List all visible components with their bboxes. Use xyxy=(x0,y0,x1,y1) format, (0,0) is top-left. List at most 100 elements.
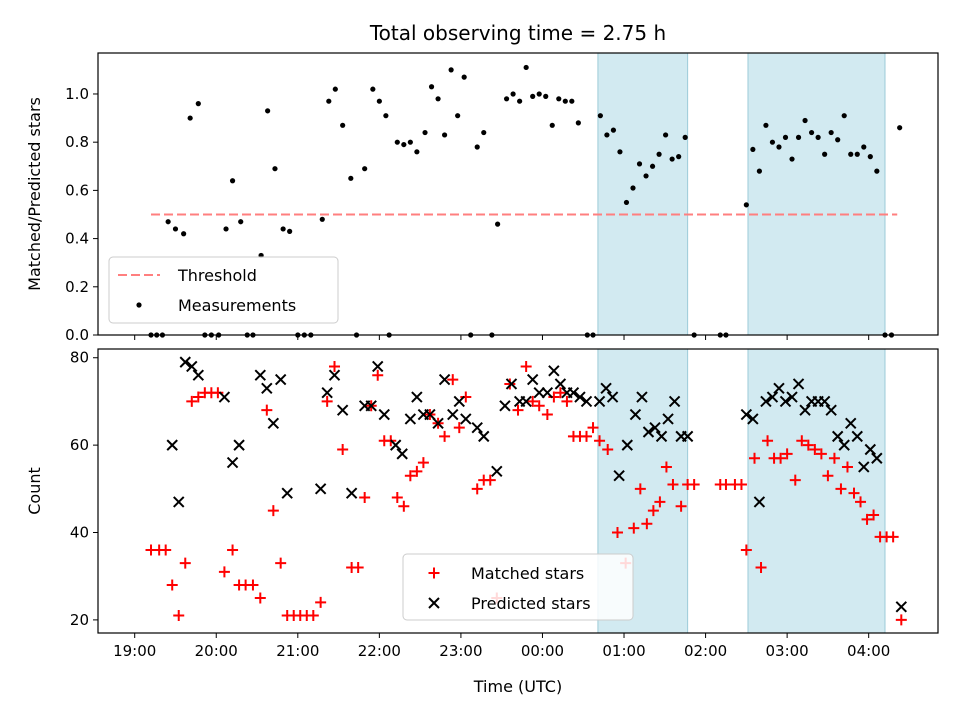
measurement-point xyxy=(623,199,630,206)
predicted-point xyxy=(567,386,580,399)
measurement-point xyxy=(362,166,368,172)
matched-point xyxy=(660,461,672,473)
measurement-point xyxy=(238,219,244,225)
measurement-point xyxy=(769,139,776,145)
predicted-point xyxy=(411,391,423,403)
count-panel: 20 40 60 80 19:00 20:00 21:00 22:00 23:00 00:00 01… xyxy=(25,348,939,660)
y-axis-label: Count xyxy=(25,467,44,515)
legend-box xyxy=(108,256,339,324)
matched-point xyxy=(828,452,840,464)
measurement-point xyxy=(265,108,271,114)
matched-point xyxy=(796,435,808,447)
predicted-point xyxy=(460,413,472,425)
shaded-interval-2 xyxy=(747,52,886,336)
x-tick-label: 01:00 xyxy=(602,642,645,660)
matched-point xyxy=(179,557,191,569)
predicted-point xyxy=(792,378,805,390)
matched-point xyxy=(533,400,545,412)
matched-point xyxy=(781,448,793,460)
measurement-point xyxy=(287,228,293,234)
measurement-point xyxy=(556,96,562,102)
x-tick-label: 19:00 xyxy=(113,642,156,660)
matched-point xyxy=(512,404,524,416)
measurement-point xyxy=(455,113,461,119)
matched-point xyxy=(675,500,687,512)
measurement-point xyxy=(643,173,649,179)
predicted-point xyxy=(432,417,444,429)
predicted-point xyxy=(574,391,586,403)
matched-point xyxy=(554,387,566,399)
y-tick-label: 0.2 xyxy=(65,278,89,296)
matched-point xyxy=(735,478,747,490)
matched-point xyxy=(835,483,847,495)
matched-point xyxy=(267,505,279,517)
legend: Threshold Measurements xyxy=(108,256,339,324)
predicted-point xyxy=(740,408,753,421)
matched-point xyxy=(527,395,539,407)
panel-frame xyxy=(97,348,939,634)
matched-point xyxy=(404,470,416,482)
legend-measurement-swatch xyxy=(136,302,142,308)
legend-box xyxy=(402,553,634,621)
predicted-point xyxy=(799,404,811,416)
matched-point xyxy=(337,443,349,455)
matched-point xyxy=(740,544,752,556)
predicted-point xyxy=(365,400,377,412)
measurement-point xyxy=(383,113,389,119)
measurement-point xyxy=(848,151,854,157)
predicted-point xyxy=(541,386,554,399)
matched-point xyxy=(755,561,767,573)
matched-point xyxy=(548,391,560,403)
measurement-point xyxy=(481,129,487,136)
matched-point xyxy=(581,430,593,442)
predicted-point xyxy=(548,365,560,377)
measurement-point xyxy=(280,226,286,232)
series-predicted-stars xyxy=(166,356,908,613)
predicted-point xyxy=(895,601,908,613)
measurement-point xyxy=(474,144,480,150)
measurement-point xyxy=(536,91,542,97)
measurement-point xyxy=(172,226,179,232)
ratio-panel: 0.0 0.2 0.4 0.6 0.8 1.0 Matched/Predicted star… xyxy=(25,52,939,344)
predicted-point xyxy=(274,373,287,386)
predicted-point xyxy=(786,391,798,403)
x-tick-label: 04:00 xyxy=(847,642,890,660)
predicted-point xyxy=(336,404,349,416)
predicted-point xyxy=(831,430,844,443)
matched-point xyxy=(352,561,364,573)
matched-point xyxy=(611,527,623,539)
predicted-point xyxy=(760,395,772,408)
measurement-point xyxy=(223,226,229,232)
measurement-point xyxy=(503,96,510,102)
measurement-point xyxy=(530,93,536,99)
measurement-point xyxy=(394,139,400,145)
measurement-point xyxy=(854,151,860,157)
measurement-point xyxy=(841,113,847,119)
measurement-point xyxy=(187,115,193,121)
measurement-point xyxy=(510,91,516,97)
predicted-point xyxy=(345,487,358,499)
matched-point xyxy=(391,492,403,504)
matched-point xyxy=(848,487,860,499)
matched-point xyxy=(227,544,239,556)
matched-point xyxy=(460,391,472,403)
measurement-point xyxy=(782,134,789,140)
matched-point xyxy=(594,435,606,447)
measurement-point xyxy=(414,149,420,155)
predicted-point xyxy=(747,413,759,425)
matched-point xyxy=(192,391,204,403)
measurement-point xyxy=(867,154,873,160)
predicted-point xyxy=(173,496,185,508)
y-tick-label: 20 xyxy=(70,611,89,629)
matched-point xyxy=(667,478,679,490)
measurement-point xyxy=(348,175,354,181)
predicted-point xyxy=(267,417,280,429)
measurement-point xyxy=(597,113,603,119)
matched-point xyxy=(802,439,814,451)
measurement-point xyxy=(332,86,338,92)
matched-point xyxy=(641,518,653,530)
legend-predicted-swatch xyxy=(428,597,440,609)
predicted-point xyxy=(192,369,205,381)
matched-point xyxy=(417,457,429,469)
predicted-point xyxy=(424,408,436,421)
